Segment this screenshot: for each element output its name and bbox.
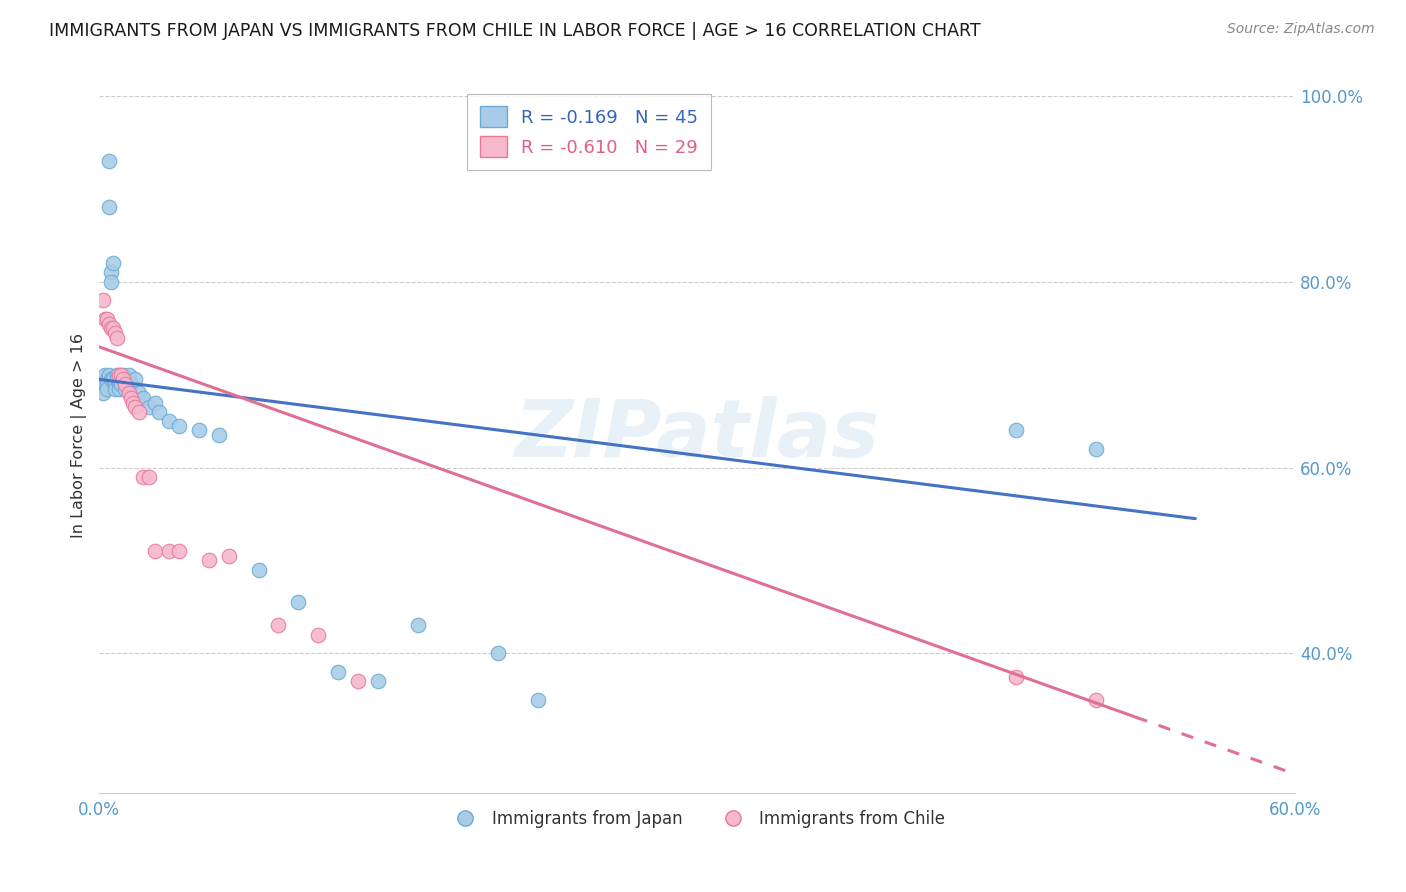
Point: [406, 618, 429, 632]
Point: [1084, 442, 1107, 456]
Point: [167, 418, 190, 433]
Text: Source: ZipAtlas.com: Source: ZipAtlas.com: [1227, 22, 1375, 37]
Point: [1005, 424, 1028, 438]
Point: [110, 376, 132, 391]
Point: [138, 400, 160, 414]
Point: [328, 665, 350, 679]
Point: [122, 395, 145, 409]
Point: [98, 317, 121, 331]
Point: [114, 382, 136, 396]
Point: [96, 372, 118, 386]
Point: [108, 376, 131, 391]
Point: [105, 368, 128, 382]
Point: [98, 201, 121, 215]
Point: [100, 265, 122, 279]
Point: [526, 692, 548, 706]
Point: [94, 312, 117, 326]
Point: [104, 326, 127, 340]
Point: [132, 391, 155, 405]
Text: IMMIGRANTS FROM JAPAN VS IMMIGRANTS FROM CHILE IN LABOR FORCE | AGE > 16 CORRELA: IMMIGRANTS FROM JAPAN VS IMMIGRANTS FROM…: [49, 22, 981, 40]
Point: [124, 372, 146, 386]
Point: [486, 646, 509, 660]
Point: [105, 372, 128, 386]
Point: [114, 376, 136, 391]
Point: [167, 544, 190, 558]
Point: [208, 428, 231, 442]
Point: [96, 376, 118, 391]
Point: [111, 372, 134, 386]
Point: [197, 553, 219, 567]
Point: [101, 256, 124, 270]
Point: [120, 376, 142, 391]
Point: [108, 382, 131, 396]
Point: [98, 154, 121, 169]
Point: [94, 376, 117, 391]
Point: [111, 368, 134, 382]
Point: [187, 424, 209, 438]
Text: ZIPatlas: ZIPatlas: [515, 396, 880, 474]
Point: [100, 372, 122, 386]
Point: [108, 368, 131, 382]
Point: [148, 405, 170, 419]
Point: [347, 674, 370, 689]
Point: [247, 563, 270, 577]
Y-axis label: In Labor Force | Age > 16: In Labor Force | Age > 16: [72, 333, 87, 538]
Point: [367, 674, 389, 689]
Point: [1005, 669, 1028, 683]
Point: [100, 275, 122, 289]
Point: [128, 405, 150, 419]
Point: [143, 544, 166, 558]
Point: [101, 372, 124, 386]
Point: [110, 368, 132, 382]
Point: [1084, 692, 1107, 706]
Point: [104, 376, 127, 391]
Point: [267, 618, 290, 632]
Point: [94, 368, 117, 382]
Point: [124, 400, 146, 414]
Point: [91, 386, 114, 401]
Point: [104, 382, 127, 396]
Legend: Immigrants from Japan, Immigrants from Chile: Immigrants from Japan, Immigrants from C…: [441, 803, 952, 834]
Point: [128, 386, 150, 401]
Point: [132, 470, 155, 484]
Point: [157, 544, 180, 558]
Point: [287, 595, 309, 609]
Point: [115, 372, 138, 386]
Point: [91, 293, 114, 308]
Point: [118, 368, 141, 382]
Point: [96, 382, 118, 396]
Point: [143, 395, 166, 409]
Point: [118, 386, 141, 401]
Point: [307, 628, 329, 642]
Point: [98, 368, 121, 382]
Point: [120, 391, 142, 405]
Point: [101, 321, 124, 335]
Point: [138, 470, 160, 484]
Point: [157, 414, 180, 428]
Point: [96, 312, 118, 326]
Point: [100, 321, 122, 335]
Point: [105, 330, 128, 344]
Point: [218, 549, 240, 563]
